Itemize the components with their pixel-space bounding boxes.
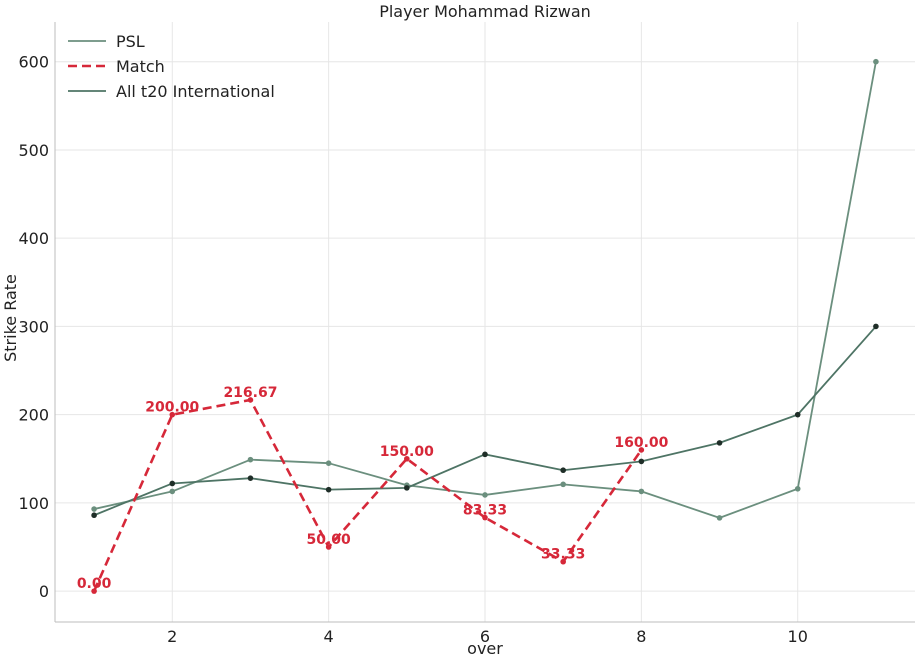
series-lines xyxy=(91,58,879,594)
data-point xyxy=(169,411,176,418)
data-point xyxy=(560,467,566,474)
series-all-t20-international xyxy=(91,323,879,519)
legend: PSL Match All t20 International xyxy=(68,32,275,101)
x-tick-label: 2 xyxy=(167,627,177,646)
data-point xyxy=(716,515,723,521)
data-label: 83.33 xyxy=(463,503,507,519)
y-tick-label: 0 xyxy=(39,582,49,601)
data-point xyxy=(482,492,488,498)
x-axis-label: over xyxy=(467,639,503,658)
data-point xyxy=(404,485,410,491)
data-point xyxy=(91,512,97,519)
data-point xyxy=(247,475,254,481)
axis-frame xyxy=(54,22,915,623)
data-point xyxy=(482,514,488,521)
series-match xyxy=(91,397,645,594)
data-label: 160.00 xyxy=(614,435,668,451)
data-point xyxy=(325,544,332,550)
legend-item: PSL xyxy=(68,32,145,51)
data-point xyxy=(638,488,645,495)
x-tick-label: 4 xyxy=(324,627,334,646)
series-line xyxy=(92,398,643,592)
grid xyxy=(55,22,915,622)
x-tick-label: 6 xyxy=(480,627,490,646)
data-point xyxy=(873,58,879,65)
legend-label: PSL xyxy=(116,32,145,51)
data-label: 50.00 xyxy=(306,532,351,548)
y-tick-label: 600 xyxy=(18,53,49,72)
data-point xyxy=(325,486,332,493)
data-label: 33.33 xyxy=(541,547,585,563)
legend-item: All t20 International xyxy=(68,82,275,101)
x-axis-ticks: 2 4 6 8 10 xyxy=(167,627,808,646)
x-tick-label: 8 xyxy=(636,627,646,646)
data-point xyxy=(247,456,254,463)
data-point xyxy=(169,480,176,487)
data-point xyxy=(794,411,801,418)
y-tick-label: 500 xyxy=(18,141,49,160)
x-tick-label: 10 xyxy=(788,627,808,646)
data-label: 200.00 xyxy=(145,400,199,416)
chart-title: Player Mohammad Rizwan xyxy=(379,2,591,21)
data-point xyxy=(873,323,879,330)
data-point xyxy=(638,458,645,465)
data-point xyxy=(482,451,488,458)
data-point xyxy=(91,588,97,594)
data-point xyxy=(247,397,254,403)
y-tick-label: 300 xyxy=(18,317,49,336)
y-axis-ticks: 0 100 200 300 400 500 600 xyxy=(18,53,49,601)
y-axis-label: Strike Rate xyxy=(1,274,20,362)
legend-label: All t20 International xyxy=(116,82,275,101)
data-label: 216.67 xyxy=(223,385,277,401)
data-point xyxy=(169,488,176,495)
series-psl xyxy=(91,58,879,521)
data-point xyxy=(638,447,645,453)
data-point xyxy=(325,460,332,466)
data-label: 0.00 xyxy=(77,576,112,592)
y-tick-label: 200 xyxy=(18,406,49,425)
data-point xyxy=(404,455,410,462)
data-point xyxy=(91,506,97,512)
legend-item: Match xyxy=(68,57,165,76)
data-point xyxy=(560,558,566,565)
y-tick-label: 400 xyxy=(18,229,49,248)
legend-label: Match xyxy=(116,57,165,76)
data-label: 150.00 xyxy=(380,444,434,460)
y-tick-label: 100 xyxy=(18,494,49,513)
data-point xyxy=(560,481,566,488)
data-point xyxy=(716,440,723,446)
data-labels: 0.00 200.00 216.67 50.00 150.00 83.33 33.33 160… xyxy=(77,385,669,592)
data-point xyxy=(794,485,801,492)
